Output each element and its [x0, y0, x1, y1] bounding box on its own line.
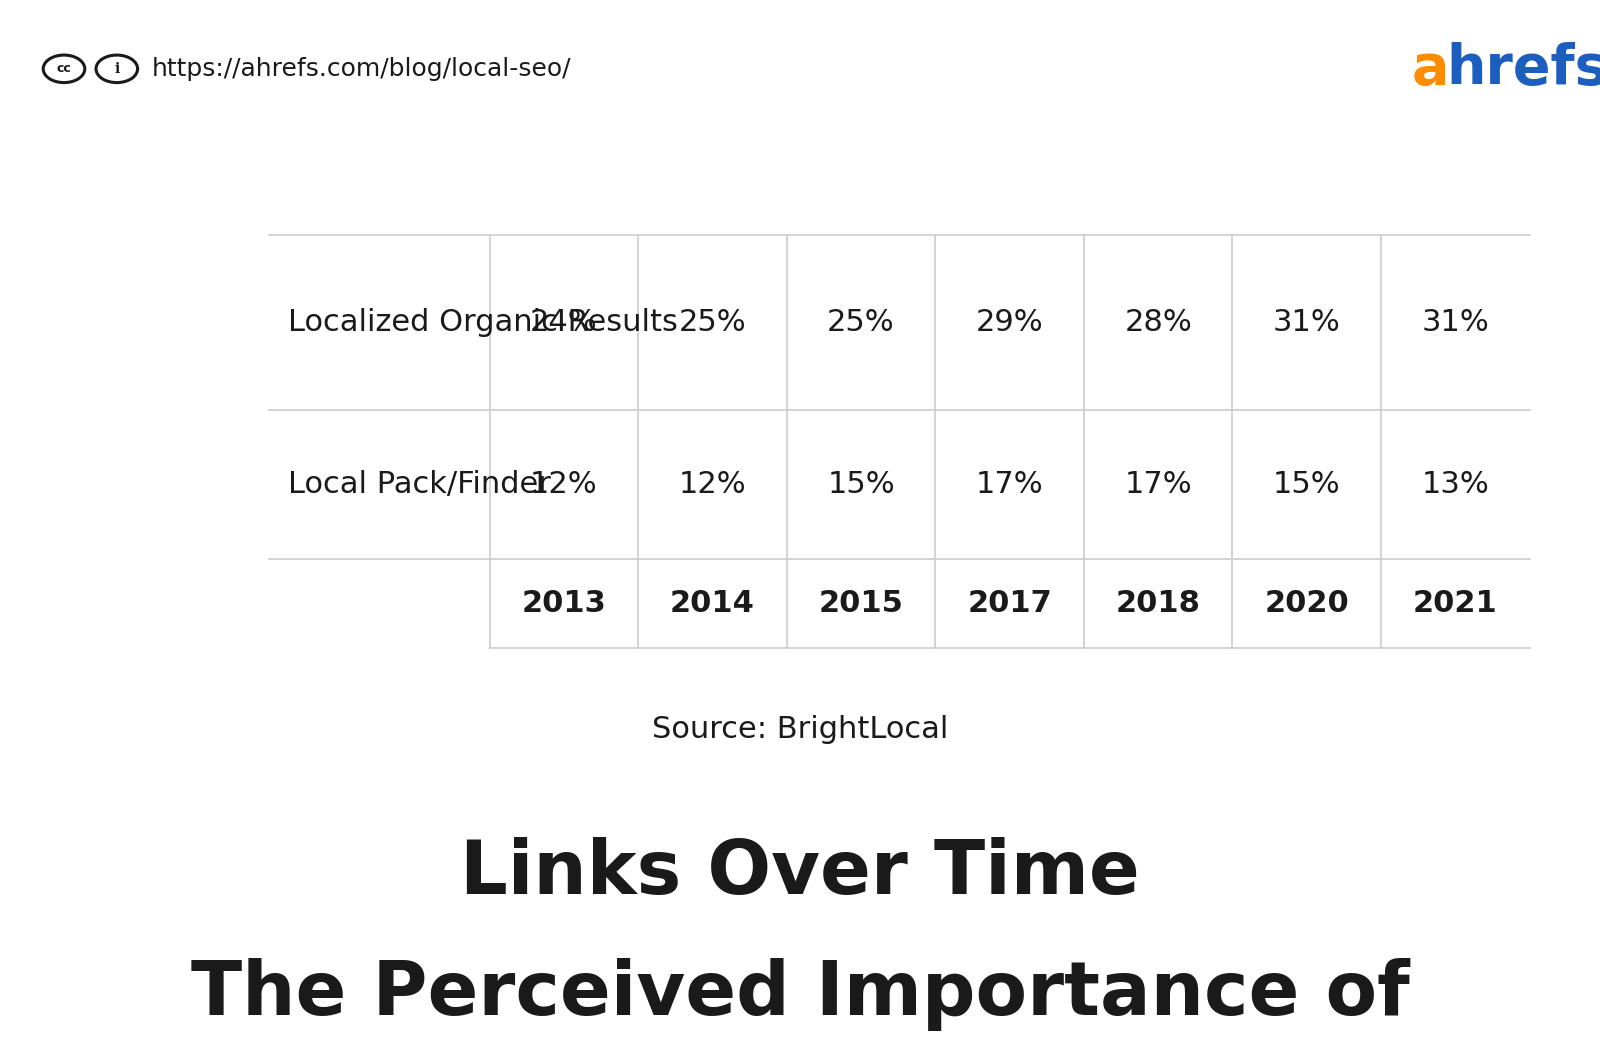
- Text: 2015: 2015: [819, 589, 904, 618]
- Text: cc: cc: [56, 62, 72, 75]
- Text: Local Pack/Finder: Local Pack/Finder: [288, 470, 550, 499]
- Text: i: i: [114, 61, 120, 76]
- Text: 15%: 15%: [1274, 470, 1341, 499]
- Text: 31%: 31%: [1274, 308, 1341, 337]
- Text: 28%: 28%: [1125, 308, 1192, 337]
- Text: 2014: 2014: [670, 589, 755, 618]
- Text: hrefs: hrefs: [1446, 42, 1600, 95]
- Text: 15%: 15%: [827, 470, 894, 499]
- Text: 29%: 29%: [976, 308, 1043, 337]
- Text: 17%: 17%: [976, 470, 1043, 499]
- Text: 13%: 13%: [1421, 470, 1490, 499]
- Text: https://ahrefs.com/blog/local-seo/: https://ahrefs.com/blog/local-seo/: [152, 57, 571, 80]
- Text: 31%: 31%: [1421, 308, 1490, 337]
- Text: Links Over Time: Links Over Time: [461, 837, 1139, 910]
- Text: 25%: 25%: [678, 308, 746, 337]
- Text: 2013: 2013: [522, 589, 606, 618]
- Text: 17%: 17%: [1125, 470, 1192, 499]
- Text: Localized Organic Results: Localized Organic Results: [288, 308, 678, 337]
- Text: 25%: 25%: [827, 308, 894, 337]
- Text: a: a: [1411, 42, 1448, 95]
- Text: 12%: 12%: [530, 470, 598, 499]
- Text: 2020: 2020: [1264, 589, 1349, 618]
- Text: 2021: 2021: [1413, 589, 1498, 618]
- Text: Source: BrightLocal: Source: BrightLocal: [651, 715, 949, 743]
- Text: 2018: 2018: [1115, 589, 1200, 618]
- Text: 2017: 2017: [968, 589, 1051, 618]
- Text: The Perceived Importance of: The Perceived Importance of: [190, 958, 1410, 1031]
- Text: 24%: 24%: [530, 308, 598, 337]
- Text: 12%: 12%: [678, 470, 746, 499]
